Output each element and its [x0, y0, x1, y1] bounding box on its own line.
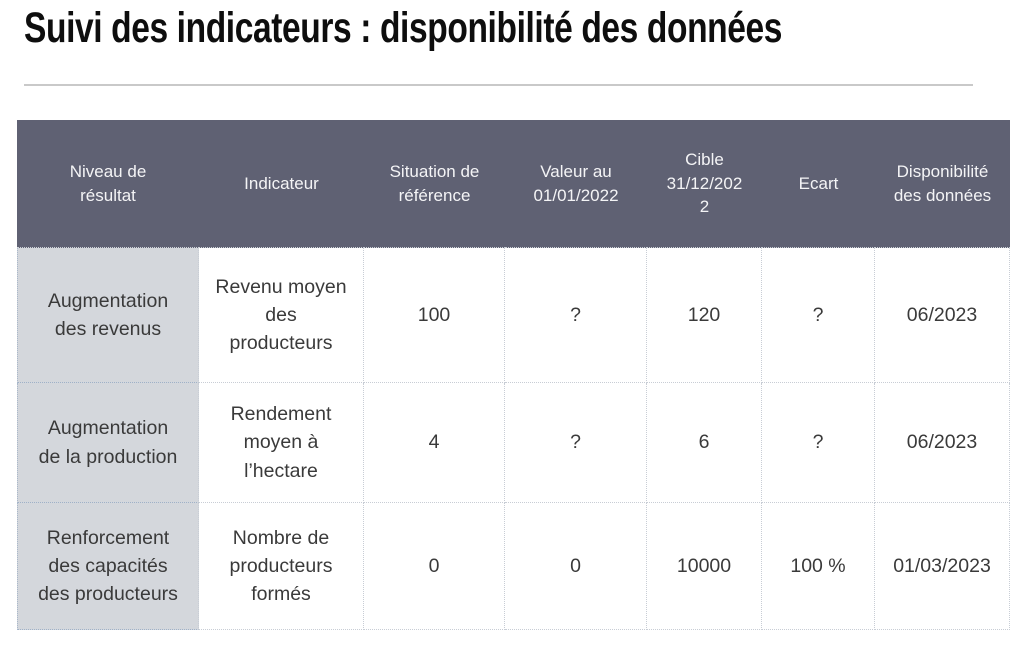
valeur-cell: 0 — [505, 503, 647, 630]
valeur-cell: ? — [505, 383, 647, 503]
column-header-indicateur: Indicateur — [199, 120, 364, 248]
title-divider — [24, 84, 973, 86]
column-header-situation-de-reference: Situation de référence — [364, 120, 505, 248]
column-header-ecart: Ecart — [762, 120, 875, 248]
ecart-cell: ? — [762, 248, 875, 383]
column-header-cible: Cible 31/12/202 2 — [647, 120, 762, 248]
indicator-cell: Nombre de producteurs formés — [199, 503, 364, 630]
indicators-table: Niveau de résultat Indicateur Situation … — [17, 120, 1010, 630]
disponibilite-cell: 06/2023 — [875, 383, 1010, 503]
indicator-cell: Revenu moyen des producteurs — [199, 248, 364, 383]
disponibilite-cell: 06/2023 — [875, 248, 1010, 383]
row-label-cell: Augmentation de la production — [17, 383, 199, 503]
column-header-disponibilite: Disponibilité des données — [875, 120, 1010, 248]
situation-reference-cell: 0 — [364, 503, 505, 630]
valeur-cell: ? — [505, 248, 647, 383]
situation-reference-cell: 4 — [364, 383, 505, 503]
cible-cell: 6 — [647, 383, 762, 503]
row-label-cell: Augmentation des revenus — [17, 248, 199, 383]
table-row: Augmentation de la production Rendement … — [17, 383, 1010, 503]
disponibilite-cell: 01/03/2023 — [875, 503, 1010, 630]
row-label-cell: Renforcement des capacités des producteu… — [17, 503, 199, 630]
column-header-niveau-de-resultat: Niveau de résultat — [17, 120, 199, 248]
ecart-cell: ? — [762, 383, 875, 503]
table-row: Renforcement des capacités des producteu… — [17, 503, 1010, 630]
ecart-cell: 100 % — [762, 503, 875, 630]
situation-reference-cell: 100 — [364, 248, 505, 383]
column-header-valeur-au: Valeur au 01/01/2022 — [505, 120, 647, 248]
cible-cell: 120 — [647, 248, 762, 383]
table-header-row: Niveau de résultat Indicateur Situation … — [17, 120, 1010, 248]
cible-cell: 10000 — [647, 503, 762, 630]
table-row: Augmentation des revenus Revenu moyen de… — [17, 248, 1010, 383]
indicator-cell: Rendement moyen à l’hectare — [199, 383, 364, 503]
page-title: Suivi des indicateurs : disponibilité de… — [24, 4, 783, 52]
